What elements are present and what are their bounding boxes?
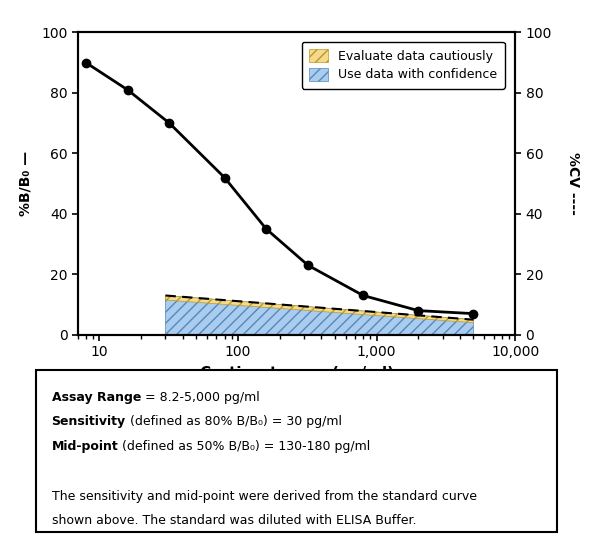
- Text: Assay Range: Assay Range: [52, 391, 141, 404]
- Text: shown above. The standard was diluted with ELISA Buffer.: shown above. The standard was diluted wi…: [52, 514, 416, 527]
- Text: The sensitivity and mid-point were derived from the standard curve: The sensitivity and mid-point were deriv…: [52, 490, 477, 503]
- Y-axis label: %CV ----: %CV ----: [566, 152, 580, 215]
- Text: = 8.2-5,000 pg/ml: = 8.2-5,000 pg/ml: [141, 391, 260, 404]
- Legend: Evaluate data cautiously, Use data with confidence: Evaluate data cautiously, Use data with …: [302, 42, 504, 89]
- Y-axis label: %B/B₀ —: %B/B₀ —: [19, 151, 33, 216]
- Text: Mid-point: Mid-point: [52, 440, 119, 453]
- FancyBboxPatch shape: [36, 370, 557, 532]
- Text: Sensitivity: Sensitivity: [52, 415, 126, 428]
- Text: (defined as 50% B/B₀) = 130-180 pg/ml: (defined as 50% B/B₀) = 130-180 pg/ml: [119, 440, 371, 453]
- Text: (defined as 80% B/B₀) = 30 pg/ml: (defined as 80% B/B₀) = 30 pg/ml: [126, 415, 341, 428]
- X-axis label: Corticosterone (pg/ml): Corticosterone (pg/ml): [199, 366, 394, 381]
